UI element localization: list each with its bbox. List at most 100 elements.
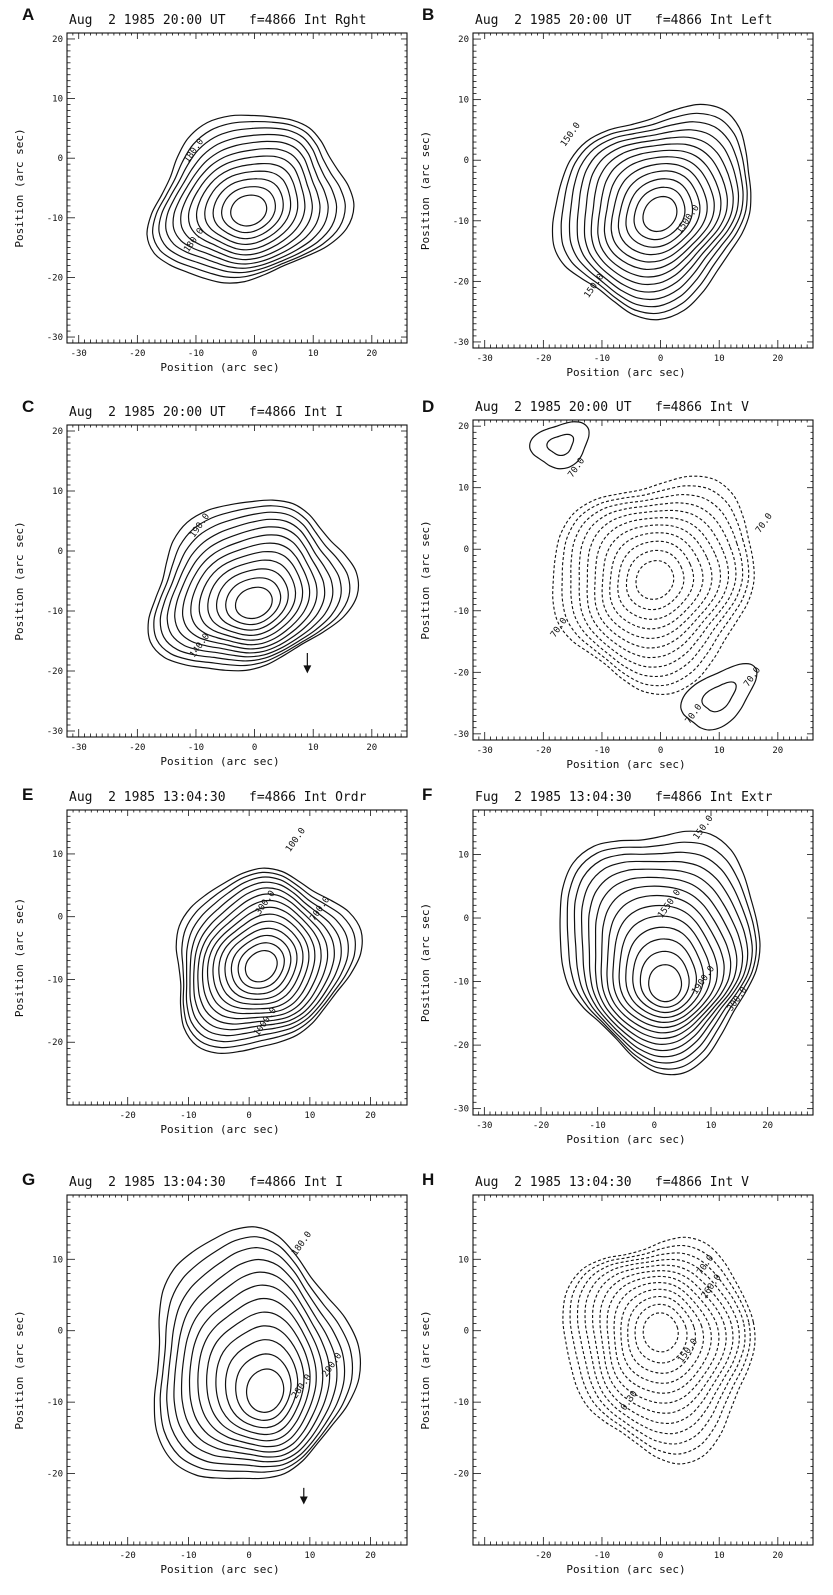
y-axis-label: Position (arc sec) — [419, 131, 432, 250]
y-tick-label: -10 — [47, 607, 63, 617]
contour-line — [625, 926, 705, 1019]
panel-letter: F — [422, 785, 432, 804]
contour-line — [617, 540, 695, 620]
contour-line — [632, 938, 697, 1014]
y-axis-label: Position (arc sec) — [13, 128, 26, 247]
y-tick-label: 10 — [458, 1255, 469, 1265]
contour-label: 300.0 — [726, 986, 750, 1014]
contour-set — [529, 421, 758, 731]
x-tick-label: 20 — [365, 1551, 376, 1561]
contour-line — [594, 876, 738, 1045]
contour-set — [559, 830, 761, 1076]
y-tick-label: -20 — [453, 668, 469, 678]
y-tick-label: -20 — [47, 1038, 63, 1048]
panel-title: Aug 2 1985 20:00 UT f=4866 Int Left — [475, 13, 772, 28]
contour-label: 280.0 — [290, 1373, 314, 1401]
contour-island — [680, 663, 758, 731]
plot-frame — [66, 32, 408, 344]
contour-line — [220, 186, 277, 234]
contour-line — [146, 114, 355, 284]
y-tick-label: -10 — [453, 1398, 469, 1408]
contour-line — [181, 534, 318, 650]
x-tick-label: 10 — [304, 1111, 315, 1121]
contour-line — [230, 934, 292, 995]
contour-line — [165, 133, 329, 269]
contour-line — [153, 1226, 361, 1480]
contour-line — [590, 143, 728, 286]
contour-line — [648, 964, 683, 1003]
panel-letter: C — [22, 397, 34, 416]
contour-set — [175, 867, 363, 1055]
x-tick-label: -20 — [129, 743, 145, 753]
plot-frame — [472, 32, 814, 349]
contour-line — [159, 511, 342, 662]
plot-frame — [472, 1194, 814, 1546]
x-tick-label: 20 — [772, 746, 783, 756]
panel-letter: B — [422, 5, 434, 24]
contour-line — [158, 127, 338, 274]
arrow-head — [303, 665, 312, 674]
y-tick-label: 10 — [458, 96, 469, 106]
contour-label: 0.30 — [619, 1389, 640, 1413]
x-tick-label: 20 — [366, 743, 377, 753]
x-axis-label: Position (arc sec) — [160, 361, 279, 374]
x-tick-label: 0 — [246, 1551, 251, 1561]
x-tick-label: 0 — [658, 1551, 663, 1561]
contour-line — [147, 499, 359, 672]
x-tick-label: 20 — [772, 354, 783, 364]
contour-line — [215, 568, 289, 631]
contour-line — [159, 1236, 354, 1473]
contour-line — [206, 1311, 311, 1442]
contour-line — [642, 195, 678, 233]
contour-line — [635, 560, 675, 600]
x-tick-label: 20 — [366, 349, 377, 359]
y-tick-label: 20 — [52, 35, 63, 45]
contour-label: 70.0 — [696, 1254, 717, 1278]
y-tick-label: -20 — [453, 1470, 469, 1480]
x-tick-label: 20 — [772, 1551, 783, 1561]
x-tick-label: 10 — [714, 746, 725, 756]
contour-line — [633, 186, 686, 241]
contour-line — [244, 949, 278, 983]
y-tick-label: -10 — [453, 217, 469, 227]
contour-label: 180.0 — [182, 227, 206, 255]
contour-line — [610, 162, 708, 263]
contour-line — [245, 1368, 285, 1413]
x-tick-label: 0 — [246, 1111, 251, 1121]
contour-line — [559, 830, 761, 1076]
contour-line — [569, 1244, 751, 1455]
y-tick-label: 0 — [464, 914, 469, 924]
x-tick-label: -30 — [477, 746, 493, 756]
x-tick-label: 0 — [252, 743, 257, 753]
x-tick-label: 20 — [365, 1111, 376, 1121]
contour-line — [230, 194, 268, 227]
y-tick-label: -30 — [453, 338, 469, 348]
x-tick-label: -30 — [477, 354, 493, 364]
contour-line — [576, 129, 740, 301]
contour-line — [212, 178, 284, 240]
panel-title: Aug 2 1985 20:00 UT f=4866 Int Rght — [69, 13, 366, 28]
x-tick-label: 10 — [308, 349, 319, 359]
panel-h: H Aug 2 1985 13:04:30 f=4866 Int V -20 -10 0… — [419, 1170, 814, 1576]
contour-line — [218, 920, 304, 1005]
contour-line — [612, 904, 718, 1029]
x-tick-label: 0 — [652, 1121, 657, 1131]
x-axis-label: Position (arc sec) — [160, 755, 279, 768]
contour-line — [185, 876, 349, 1043]
contour-line — [207, 559, 297, 637]
contour-line — [562, 1236, 756, 1465]
x-tick-label: 10 — [304, 1551, 315, 1561]
panel-letter: D — [422, 397, 434, 416]
panel-e: E Aug 2 1985 13:04:30 f=4866 Int Ordr -20 -… — [13, 785, 408, 1136]
contour-line — [570, 494, 744, 678]
contour-island — [701, 681, 737, 713]
contour-line — [237, 942, 285, 989]
contour-line — [573, 851, 753, 1064]
x-tick-label: 10 — [714, 1551, 725, 1561]
contour-line — [224, 1339, 299, 1429]
y-tick-label: -30 — [453, 1105, 469, 1115]
contour-line — [642, 1312, 679, 1353]
y-tick-label: -30 — [47, 333, 63, 343]
contour-label: 190.0 — [188, 512, 212, 540]
